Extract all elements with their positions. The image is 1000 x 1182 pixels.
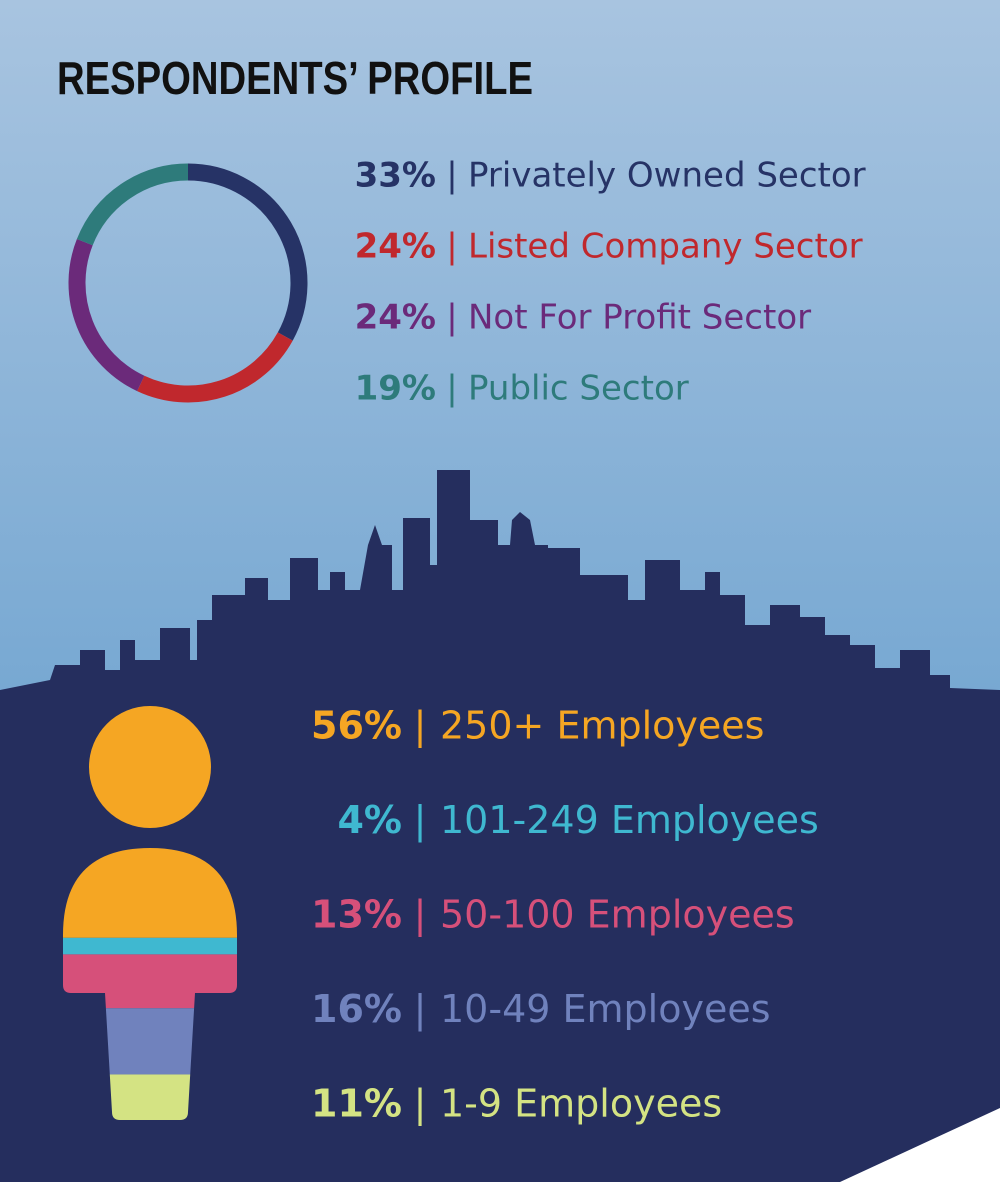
donut-segment: [187, 163, 308, 341]
separator: |: [446, 298, 457, 338]
category-label: Not For Profit Sector: [468, 298, 811, 338]
value-label: 13%: [311, 893, 402, 937]
person-segment: [63, 937, 237, 955]
category-label: 250+ Employees: [440, 704, 764, 748]
separator: |: [446, 227, 457, 267]
category-label: 50-100 Employees: [440, 893, 795, 937]
value-label: 56%: [311, 704, 402, 748]
donut-segment: [68, 239, 145, 392]
skyline: [0, 470, 1000, 1182]
category-label: 1-9 Employees: [440, 1082, 722, 1126]
category-label: Public Sector: [468, 369, 689, 409]
separator: |: [414, 987, 427, 1032]
category-label: 10-49 Employees: [440, 987, 771, 1031]
separator: |: [414, 1082, 427, 1127]
donut-segment: [137, 332, 293, 403]
donut-segment: [76, 163, 189, 246]
value-label: 4%: [337, 798, 402, 842]
value-label: 24%: [355, 298, 436, 338]
category-label: Privately Owned Sector: [468, 156, 866, 196]
value-label: 19%: [355, 369, 436, 409]
value-label: 33%: [355, 156, 436, 196]
separator: |: [414, 704, 427, 749]
category-label: Listed Company Sector: [468, 227, 863, 267]
value-label: 11%: [311, 1082, 402, 1126]
value-label: 16%: [311, 987, 402, 1031]
separator: |: [446, 369, 457, 409]
title: RESPONDENTS’ PROFILE: [57, 52, 533, 104]
separator: |: [414, 798, 427, 843]
separator: |: [414, 893, 427, 938]
value-label: 24%: [355, 227, 436, 267]
category-label: 101-249 Employees: [440, 798, 819, 842]
corner-path: [840, 1108, 1000, 1182]
separator: |: [446, 156, 457, 196]
